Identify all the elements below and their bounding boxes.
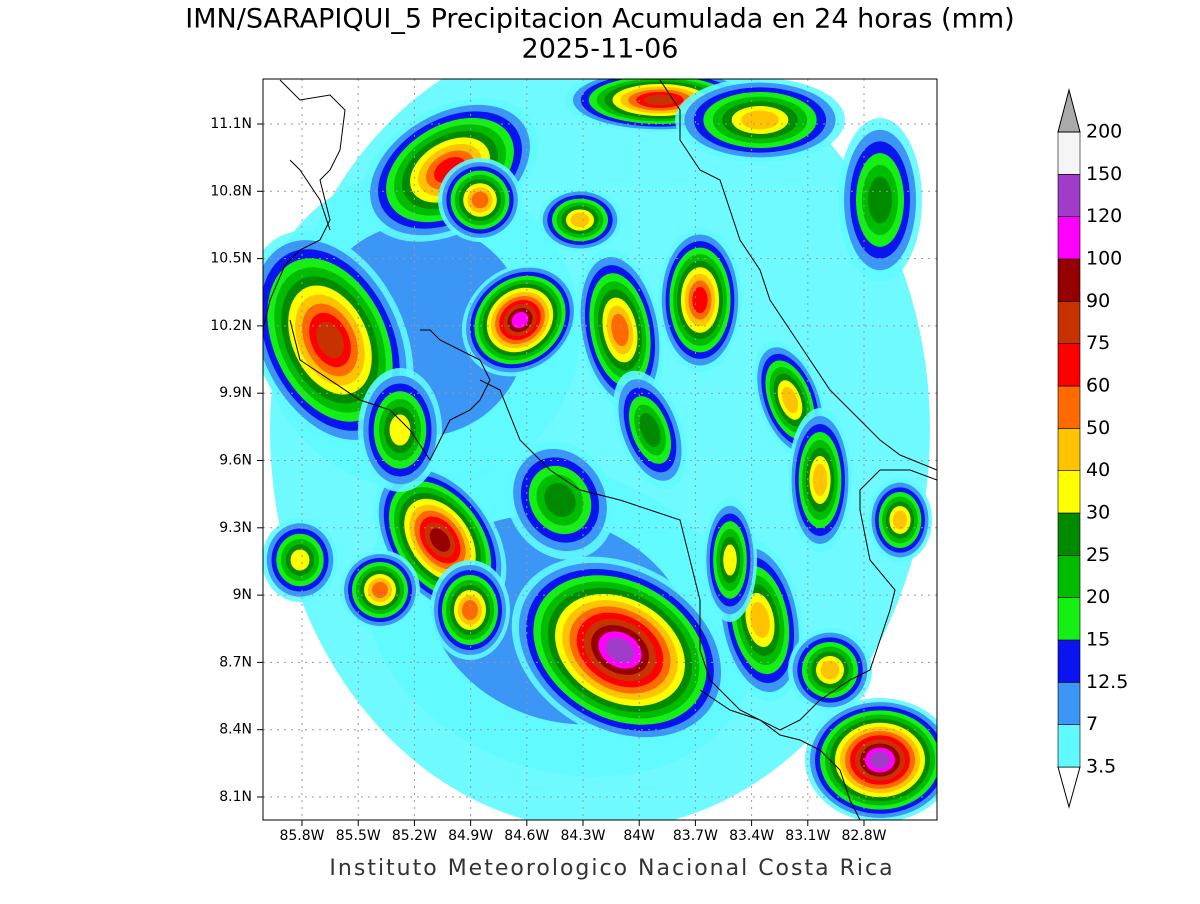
lat-tick-label: 9.3N xyxy=(219,520,252,536)
lat-tick-label: 8.4N xyxy=(219,722,252,738)
coastline xyxy=(699,689,861,820)
rain-contour xyxy=(544,482,576,518)
lon-tick-label: 83.4W xyxy=(729,828,774,844)
rain-contour xyxy=(741,110,779,130)
map-frame xyxy=(262,78,938,821)
footer: Instituto Meteorologico Nacional Costa R… xyxy=(329,856,894,881)
coastline xyxy=(289,319,491,461)
colorbar: 3.5 7 12.5 15 20 25 30 40 50 60 75 90 100 120 150 200 xyxy=(1057,88,1128,809)
rain-contour xyxy=(511,311,529,329)
lat-tick-label: 9N xyxy=(233,587,252,603)
colorbar-band xyxy=(1057,470,1081,514)
rain-contour xyxy=(605,637,635,663)
lat-tick-label: 9.6N xyxy=(219,453,252,469)
rain-contour xyxy=(892,510,908,530)
rain-contour xyxy=(316,321,344,359)
colorbar-band xyxy=(1057,639,1081,683)
lat-tick-label: 11.1N xyxy=(210,116,252,132)
colorbar-label: 40 xyxy=(1086,459,1110,481)
colorbar-label: 20 xyxy=(1086,586,1110,608)
lon-tick-label: 84.6W xyxy=(504,828,549,844)
colorbar-label: 12.5 xyxy=(1086,671,1128,693)
subtitle: 2025-11-06 xyxy=(522,34,679,65)
rain-contour xyxy=(812,464,828,496)
colorbar-band xyxy=(1057,555,1081,598)
rain-contour xyxy=(723,544,737,576)
lat-tick-label: 8.7N xyxy=(219,654,252,670)
colorbar-band xyxy=(1057,174,1081,217)
colorbar-band xyxy=(1057,682,1081,725)
colorbar-label: 100 xyxy=(1086,248,1122,270)
colorbar-low-triangle xyxy=(1057,766,1081,809)
colorbar-label: 150 xyxy=(1086,163,1122,185)
lon-tick-label: 85.8W xyxy=(279,828,324,844)
rain-contour xyxy=(462,600,478,620)
rain-contour xyxy=(429,528,451,552)
rain-contour xyxy=(611,313,629,347)
rain-contour xyxy=(639,413,661,447)
lon-tick-label: 83.7W xyxy=(673,828,718,844)
rain-contour xyxy=(570,212,590,228)
lon-tick-label: 82.8W xyxy=(841,828,886,844)
colorbar-label: 200 xyxy=(1086,121,1122,143)
lat-tick-label: 10.8N xyxy=(210,183,252,199)
lat-tick-label: 10.5N xyxy=(210,251,252,267)
colorbar-label: 30 xyxy=(1086,502,1110,524)
colorbar-label: 120 xyxy=(1086,205,1122,227)
lat-tick-label: 8.1N xyxy=(219,789,252,805)
coastline xyxy=(289,159,331,231)
rain-contour xyxy=(820,660,840,680)
lon-tick-label: 84.3W xyxy=(560,828,605,844)
rain-contour xyxy=(870,751,890,769)
colorbar-band xyxy=(1057,428,1081,471)
colorbar-label: 50 xyxy=(1086,417,1110,439)
colorbar-band xyxy=(1057,131,1081,175)
colorbar-band xyxy=(1057,385,1081,429)
colorbar-label: 15 xyxy=(1086,629,1110,651)
colorbar-label: 60 xyxy=(1086,375,1110,397)
rain-contour xyxy=(781,386,799,414)
rain-contour xyxy=(389,414,411,446)
coastlines xyxy=(263,79,937,820)
colorbar-high-triangle xyxy=(1057,88,1081,133)
lon-tick-label: 85.5W xyxy=(336,828,381,844)
coastline xyxy=(479,379,937,731)
title: IMN/SARAPIQUI_5 Precipitacion Acumulada … xyxy=(185,4,1014,35)
rain-contour xyxy=(868,176,892,224)
colorbar-band xyxy=(1057,301,1081,344)
colorbar-band xyxy=(1057,512,1081,556)
colorbar-band xyxy=(1057,343,1081,387)
rain-contour xyxy=(750,601,770,639)
colorbar-label: 90 xyxy=(1086,290,1110,312)
colorbar-label: 3.5 xyxy=(1086,756,1116,778)
colorbar-band xyxy=(1057,258,1081,302)
rain-contour xyxy=(692,286,708,314)
coastline xyxy=(263,79,346,331)
colorbar-label: 75 xyxy=(1086,332,1110,354)
lon-tick-label: 84.9W xyxy=(448,828,493,844)
colorbar-band xyxy=(1057,724,1081,768)
coastline xyxy=(659,79,937,471)
precipitation-field xyxy=(263,79,937,820)
colorbar-label: 25 xyxy=(1086,544,1110,566)
lat-tick-label: 9.9N xyxy=(219,385,252,401)
rain-contour xyxy=(372,582,388,598)
lon-tick-label: 83.1W xyxy=(785,828,830,844)
grid: 11.1N 10.8N 10.5N 10.2N 9.9N 9.6N 9.3N 9N 8.7N 8.… xyxy=(210,79,937,844)
colorbar-band xyxy=(1057,216,1081,260)
colorbar-label: 7 xyxy=(1086,713,1098,735)
rain-contour xyxy=(471,191,489,209)
rain-contour xyxy=(644,94,676,106)
colorbar-band xyxy=(1057,597,1081,641)
rain-contour xyxy=(290,549,310,571)
lon-tick-label: 84W xyxy=(623,828,655,844)
lon-tick-label: 85.2W xyxy=(392,828,437,844)
lat-tick-label: 10.2N xyxy=(210,318,252,334)
